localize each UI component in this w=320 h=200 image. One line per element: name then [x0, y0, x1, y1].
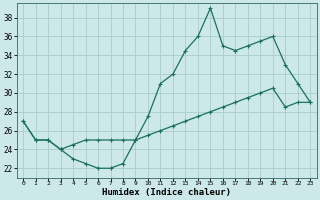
- X-axis label: Humidex (Indice chaleur): Humidex (Indice chaleur): [102, 188, 231, 197]
